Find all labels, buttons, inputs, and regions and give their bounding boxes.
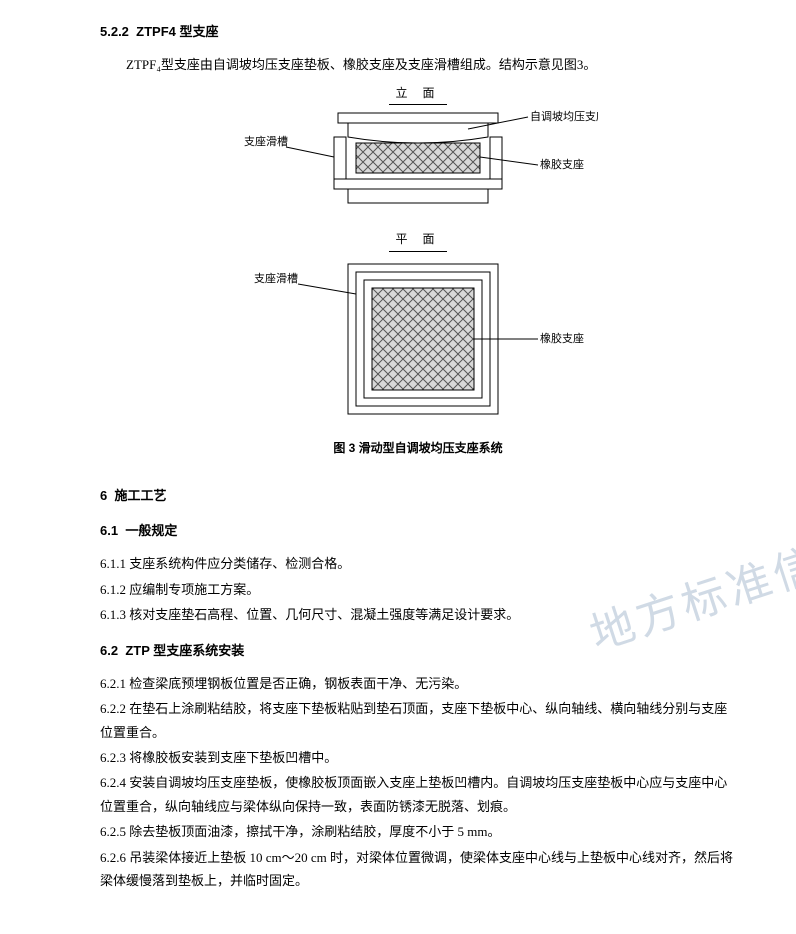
- heading-62-title: ZTP 型支座系统安装: [125, 643, 244, 658]
- fig-caption: 图 3 滑动型自调坡均压支座系统: [333, 438, 502, 460]
- label-pad: 自调坡均压支座垫板: [530, 109, 598, 123]
- list-item-num: 6.2.5: [100, 820, 126, 843]
- figure-3: 立 面 自调坡均压支座垫板 支座滑槽: [100, 81, 736, 478]
- list-item-num: 6.2.2: [100, 697, 126, 720]
- list-item-num: 6.2.6: [100, 846, 126, 869]
- list-item-num: 6.2.3: [100, 746, 126, 769]
- list-item-text: 除去垫板顶面油漆，擦拭干净，涂刷粘结胶，厚度不小于 5 mm。: [126, 824, 500, 839]
- list-item: 6.1.2 应编制专项施工方案。: [100, 578, 736, 601]
- list-item-text: 安装自调坡均压支座垫板，使橡胶板顶面嵌入支座上垫板凹槽内。自调坡均压支座垫板中心…: [100, 775, 727, 813]
- list-item-text: 吊装梁体接近上垫板 10 cm～20 cm 时，对梁体位置微调，使梁体支座中心线…: [100, 850, 733, 888]
- heading-61-num: 6.1: [100, 523, 118, 538]
- list-item-text: 在垫石上涂刷粘结胶，将支座下垫板粘贴到垫石顶面，支座下垫板中心、纵向轴线、横向轴…: [100, 701, 727, 739]
- para-522-intro: ZTPF₄型支座由自调坡均压支座垫板、橡胶支座及支座滑槽组成。结构示意见图3。: [100, 53, 736, 76]
- list-item-num: 6.2.1: [100, 672, 126, 695]
- heading-61-title: 一般规定: [125, 523, 177, 538]
- list-item: 6.2.6 吊装梁体接近上垫板 10 cm～20 cm 时，对梁体位置微调，使梁…: [100, 846, 736, 893]
- label-chute-elev: 支座滑槽: [244, 134, 288, 148]
- fig-elev-title: 立 面: [389, 83, 446, 106]
- fig-plan-title: 平 面: [389, 229, 446, 252]
- heading-522-title: ZTPF4 型支座: [136, 24, 218, 39]
- list-item-text: 应编制专项施工方案。: [126, 582, 259, 597]
- list-item: 6.2.1 检查梁底预埋钢板位置是否正确，钢板表面干净、无污染。: [100, 672, 736, 695]
- list-item: 6.2.5 除去垫板顶面油漆，擦拭干净，涂刷粘结胶，厚度不小于 5 mm。: [100, 820, 736, 843]
- fig-plan-svg: 支座滑槽 橡胶支座: [238, 254, 598, 424]
- list-item-num: 6.1.1: [100, 552, 126, 575]
- label-rubber-plan: 橡胶支座: [540, 331, 584, 345]
- heading-61: 6.1 一般规定: [100, 519, 736, 542]
- list-item: 6.1.1 支座系统构件应分类储存、检测合格。: [100, 552, 736, 575]
- list-item: 6.1.3 核对支座垫石高程、位置、几何尺寸、混凝土强度等满足设计要求。: [100, 603, 736, 626]
- list-item-text: 检查梁底预埋钢板位置是否正确，钢板表面干净、无污染。: [126, 676, 467, 691]
- list-item-text: 支座系统构件应分类储存、检测合格。: [126, 556, 350, 571]
- heading-6-title: 施工工艺: [114, 488, 166, 503]
- list-item: 6.2.4 安装自调坡均压支座垫板，使橡胶板顶面嵌入支座上垫板凹槽内。自调坡均压…: [100, 771, 736, 818]
- list-item-text: 核对支座垫石高程、位置、几何尺寸、混凝土强度等满足设计要求。: [126, 607, 519, 622]
- list-item-num: 6.1.3: [100, 603, 126, 626]
- list-item-text: 将橡胶板安装到支座下垫板凹槽中。: [126, 750, 337, 765]
- list-item-num: 6.2.4: [100, 771, 126, 794]
- label-rubber-elev: 橡胶支座: [540, 157, 584, 171]
- heading-62-num: 6.2: [100, 643, 118, 658]
- fig-elevation-svg: 自调坡均压支座垫板 支座滑槽 橡胶支座: [238, 107, 598, 217]
- label-chute-plan: 支座滑槽: [254, 271, 298, 285]
- list-item-num: 6.1.2: [100, 578, 126, 601]
- list-item: 6.2.2 在垫石上涂刷粘结胶，将支座下垫板粘贴到垫石顶面，支座下垫板中心、纵向…: [100, 697, 736, 744]
- heading-62: 6.2 ZTP 型支座系统安装: [100, 639, 736, 662]
- heading-6: 6 施工工艺: [100, 484, 736, 507]
- list-item: 6.2.3 将橡胶板安装到支座下垫板凹槽中。: [100, 746, 736, 769]
- heading-6-num: 6: [100, 488, 107, 503]
- heading-522-num: 5.2.2: [100, 24, 129, 39]
- heading-522: 5.2.2 ZTPF4 型支座: [100, 20, 736, 43]
